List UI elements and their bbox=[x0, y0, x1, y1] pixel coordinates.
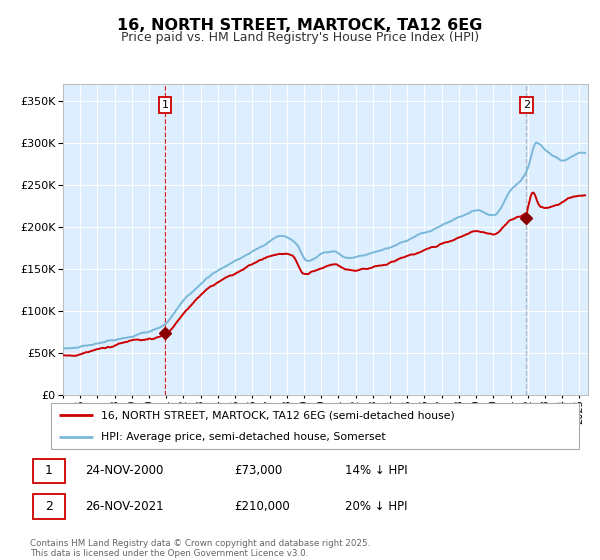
Text: 1: 1 bbox=[45, 464, 53, 478]
FancyBboxPatch shape bbox=[33, 494, 65, 519]
Text: £73,000: £73,000 bbox=[234, 464, 283, 478]
Text: 1: 1 bbox=[161, 100, 169, 110]
Text: 20% ↓ HPI: 20% ↓ HPI bbox=[344, 500, 407, 513]
Text: HPI: Average price, semi-detached house, Somerset: HPI: Average price, semi-detached house,… bbox=[101, 432, 386, 442]
Text: Contains HM Land Registry data © Crown copyright and database right 2025.
This d: Contains HM Land Registry data © Crown c… bbox=[30, 539, 370, 558]
Text: 26-NOV-2021: 26-NOV-2021 bbox=[85, 500, 164, 513]
Text: 14% ↓ HPI: 14% ↓ HPI bbox=[344, 464, 407, 478]
Text: 2: 2 bbox=[45, 500, 53, 513]
Text: Price paid vs. HM Land Registry's House Price Index (HPI): Price paid vs. HM Land Registry's House … bbox=[121, 31, 479, 44]
Text: £210,000: £210,000 bbox=[234, 500, 290, 513]
Text: 2: 2 bbox=[523, 100, 530, 110]
Text: 24-NOV-2000: 24-NOV-2000 bbox=[85, 464, 164, 478]
FancyBboxPatch shape bbox=[33, 459, 65, 483]
FancyBboxPatch shape bbox=[50, 403, 580, 449]
Text: 16, NORTH STREET, MARTOCK, TA12 6EG: 16, NORTH STREET, MARTOCK, TA12 6EG bbox=[118, 18, 482, 33]
Text: 16, NORTH STREET, MARTOCK, TA12 6EG (semi-detached house): 16, NORTH STREET, MARTOCK, TA12 6EG (sem… bbox=[101, 410, 455, 421]
